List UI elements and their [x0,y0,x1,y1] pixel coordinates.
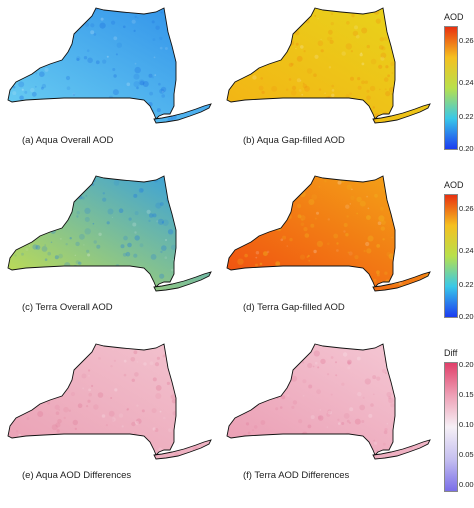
legend-tick-label: 0.200 [459,312,474,321]
legend-tick-label: 0.222 [459,280,474,289]
legend-colorbar [444,362,458,492]
legend-title: AOD [444,12,464,22]
state-fill [227,344,430,459]
state-border [226,175,431,292]
map-panel-aqua-gapfilled [223,2,445,162]
legend-tick-label: 0.000 [459,480,474,489]
legend-tick-label: 0.100 [459,420,474,429]
ny-state-map [226,175,431,292]
state-fill [227,8,430,123]
ny-state-map [7,175,212,292]
state-border [226,7,431,124]
aod-legend-top: AOD 0.264 0.242 0.222 0.200 [442,12,474,172]
state-fill [227,176,430,291]
state-fill [8,176,211,291]
ny-state-map [7,7,212,124]
panel-caption: (f) Terra AOD Differences [243,470,350,481]
legend-tick-label: 0.264 [459,36,474,45]
legend-tick-label: 0.264 [459,204,474,213]
panel-caption: (d) Terra Gap-filled AOD [243,302,345,313]
ny-state-map [226,343,431,460]
state-fill [8,344,211,459]
map-panel-terra-differences [223,338,445,498]
state-border [7,175,212,292]
state-border [7,7,212,124]
map-panel-aqua-differences [4,338,226,498]
map-panel-aqua-overall [4,2,226,162]
legend-tick-label: 0.242 [459,78,474,87]
map-panel-terra-overall [4,170,226,330]
legend-colorbar [444,26,458,150]
state-border [7,343,212,460]
panel-caption: (b) Aqua Gap-filled AOD [243,135,345,146]
panel-caption: (c) Terra Overall AOD [22,302,113,313]
legend-tick-label: 0.200 [459,144,474,153]
legend-tick-label: 0.050 [459,450,474,459]
map-panel-terra-gapfilled [223,170,445,330]
panel-caption: (a) Aqua Overall AOD [22,135,114,146]
ny-state-map [226,7,431,124]
aod-legend-middle: AOD 0.264 0.242 0.222 0.200 [442,180,474,340]
state-fill [8,8,211,123]
diff-legend: Diff 0.200 0.150 0.100 0.050 0.000 [442,348,474,508]
legend-tick-label: 0.150 [459,390,474,399]
legend-title: Diff [444,348,458,358]
ny-state-map [7,343,212,460]
legend-tick-label: 0.242 [459,246,474,255]
panel-caption: (e) Aqua AOD Differences [22,470,132,481]
legend-tick-label: 0.222 [459,112,474,121]
legend-tick-label: 0.200 [459,360,474,369]
state-border [226,343,431,460]
legend-colorbar [444,194,458,318]
legend-title: AOD [444,180,464,190]
